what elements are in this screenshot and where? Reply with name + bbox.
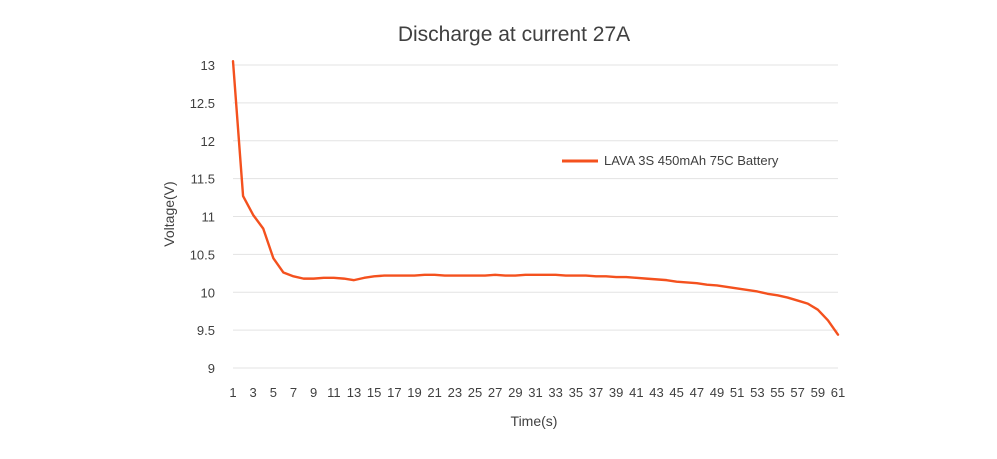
y-axis-ticks: 9 9.5 10 10.5 11 11.5 12 12.5 13 bbox=[190, 58, 215, 376]
x-tick-label: 11 bbox=[327, 385, 341, 400]
x-tick-label: 19 bbox=[407, 385, 421, 400]
series-line bbox=[231, 60, 840, 336]
x-tick-label: 25 bbox=[468, 385, 482, 400]
x-axis-ticks: 1 3 5 7 9 11 13 15 17 19 21 23 25 27 29 31 33 35 37 39 41 43 4… bbox=[229, 385, 845, 400]
x-tick-label: 27 bbox=[488, 385, 502, 400]
x-tick-label: 21 bbox=[427, 385, 441, 400]
x-tick-label: 17 bbox=[387, 385, 401, 400]
x-axis-label: Time(s) bbox=[511, 413, 558, 429]
y-tick-label: 9.5 bbox=[197, 323, 215, 338]
x-tick-label: 53 bbox=[750, 385, 764, 400]
x-tick-label: 9 bbox=[310, 385, 317, 400]
x-tick-label: 31 bbox=[528, 385, 542, 400]
x-tick-label: 29 bbox=[508, 385, 522, 400]
legend-label: LAVA 3S 450mAh 75C Battery bbox=[604, 153, 779, 168]
series-layer bbox=[231, 60, 840, 336]
x-tick-label: 45 bbox=[669, 385, 683, 400]
x-tick-label: 33 bbox=[548, 385, 562, 400]
y-tick-label: 11.5 bbox=[191, 172, 215, 187]
x-tick-label: 35 bbox=[569, 385, 583, 400]
y-axis-label: Voltage(V) bbox=[161, 181, 177, 246]
x-tick-label: 3 bbox=[250, 385, 257, 400]
x-tick-label: 43 bbox=[649, 385, 663, 400]
y-tick-label: 9 bbox=[208, 361, 215, 376]
x-tick-label: 1 bbox=[229, 385, 236, 400]
y-tick-label: 12 bbox=[201, 134, 215, 149]
x-tick-label: 47 bbox=[690, 385, 704, 400]
x-tick-label: 41 bbox=[629, 385, 643, 400]
x-tick-label: 15 bbox=[367, 385, 381, 400]
x-tick-label: 13 bbox=[347, 385, 361, 400]
x-tick-label: 59 bbox=[811, 385, 825, 400]
x-tick-label: 51 bbox=[730, 385, 744, 400]
y-tick-label: 11 bbox=[202, 210, 216, 225]
x-tick-label: 57 bbox=[790, 385, 804, 400]
x-tick-label: 49 bbox=[710, 385, 724, 400]
y-tick-label: 12.5 bbox=[190, 96, 215, 111]
legend: LAVA 3S 450mAh 75C Battery bbox=[562, 153, 779, 168]
x-tick-label: 39 bbox=[609, 385, 623, 400]
x-tick-label: 37 bbox=[589, 385, 603, 400]
y-tick-label: 10.5 bbox=[190, 247, 215, 262]
y-tick-label: 10 bbox=[201, 285, 215, 300]
gridlines bbox=[233, 64, 838, 369]
x-tick-label: 5 bbox=[270, 385, 277, 400]
chart-title: Discharge at current 27A bbox=[398, 23, 630, 46]
x-tick-label: 23 bbox=[448, 385, 462, 400]
y-tick-label: 13 bbox=[201, 58, 215, 73]
x-tick-label: 61 bbox=[831, 385, 845, 400]
x-tick-label: 55 bbox=[770, 385, 784, 400]
x-tick-label: 7 bbox=[290, 385, 297, 400]
